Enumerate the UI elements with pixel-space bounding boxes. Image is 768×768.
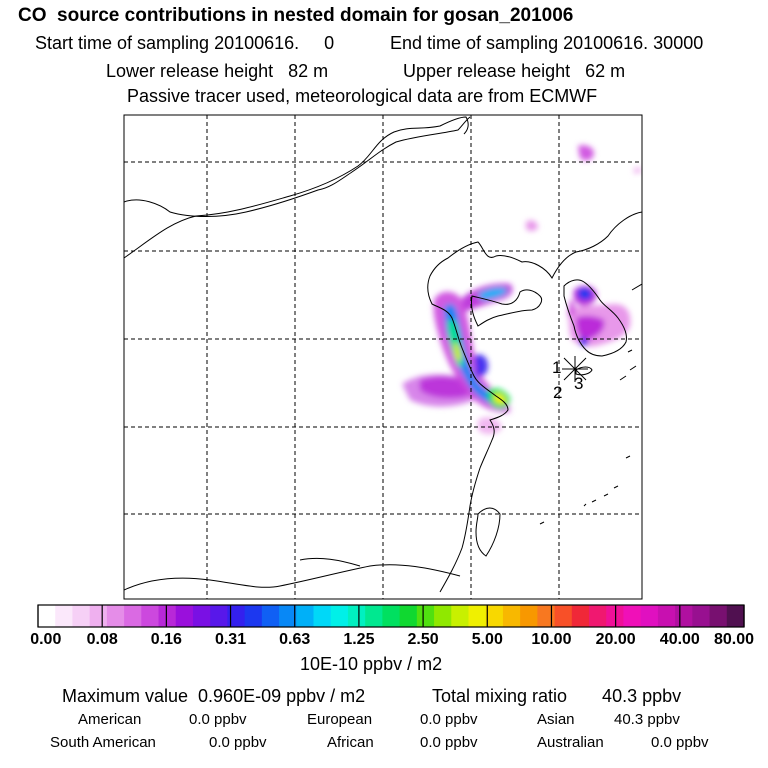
colorbar-cell (520, 605, 538, 627)
colorbar-cell (124, 605, 142, 627)
plume-west-core (420, 376, 470, 398)
colorbar-cell (382, 605, 401, 627)
region-value-african: 0.0 ppbv (420, 734, 478, 751)
colorbar-cell (537, 605, 556, 627)
colorbar-tick-label: 20.00 (595, 631, 636, 648)
colorbar-cell (571, 605, 590, 627)
colorbar-tick-label: 10.00 (531, 631, 572, 648)
colorbar-cell (657, 605, 676, 627)
colorbar-cell (726, 605, 745, 627)
colorbar-cell (485, 605, 504, 627)
region-value-american: 0.0 ppbv (189, 711, 247, 728)
colorbar-ticks (37, 605, 745, 627)
plume-korea-thin (568, 299, 575, 316)
colorbar-cell (589, 605, 607, 627)
station-label-1: 1 (552, 358, 561, 377)
colorbar-tick-label: 0.16 (150, 631, 182, 648)
region-name-american: American (78, 711, 142, 728)
region-value-australian: 0.0 ppbv (651, 734, 709, 751)
colorbar-cell (434, 605, 452, 627)
tracer-note: Passive tracer used, meteorological data… (127, 86, 598, 106)
start-time-label: Start time of sampling 20100616. 0 (35, 33, 335, 53)
colorbar-cell (623, 605, 642, 627)
colorbar-cell (502, 605, 521, 627)
plume-south-patch (478, 417, 502, 435)
plume-korea-north-core (578, 288, 592, 300)
map-frame (123, 114, 643, 600)
colorbar-cell (313, 605, 332, 627)
colorbar-cell (210, 605, 229, 627)
plume-korea-core (576, 315, 605, 340)
lower-release-label: Lower release height 82 m (106, 61, 329, 81)
plume-bohai-arm-core (478, 287, 508, 300)
colorbar-tick-label: 40.00 (659, 631, 700, 648)
colorbar-cell (158, 605, 177, 627)
colorbar-cell (468, 605, 487, 627)
region-value-asian: 40.3 ppbv (614, 711, 680, 728)
grid-lines (124, 115, 642, 599)
plume-coast-peak (454, 342, 462, 360)
colorbar-units: 10E-10 ppbv / m2 (300, 654, 443, 674)
colorbar-cell (675, 605, 693, 627)
colorbar-cell (296, 605, 315, 627)
plume-coast-inner (444, 303, 500, 406)
region-name-european: European (307, 711, 373, 728)
plume-shandong (474, 354, 488, 377)
station-label-2: 2 (553, 383, 562, 402)
colorbar-cell (192, 605, 211, 627)
colorbar-cell (106, 605, 125, 627)
colorbar-cell (72, 605, 91, 627)
colorbar-cell (365, 605, 383, 627)
end-time-label: End time of sampling 20100616. 30000 (390, 33, 704, 53)
colorbar-tick-label: 0.63 (279, 631, 311, 648)
region-name-australian: Australian (537, 734, 604, 751)
colorbar-tick-label: 1.25 (343, 631, 375, 648)
colorbar-cell (692, 605, 711, 627)
colorbar-cell (330, 605, 349, 627)
plume-far-ne-patch (634, 167, 642, 174)
colorbar-cell (279, 605, 297, 627)
region-name-african: African (327, 734, 374, 751)
plume-manchuria-patch (578, 145, 594, 161)
region-value-south-american: 0.0 ppbv (209, 734, 267, 751)
colorbar-cell (640, 605, 659, 627)
colorbar-cell (89, 605, 108, 627)
total-mixing-label: Total mixing ratio 40.3 ppbv (432, 686, 682, 706)
colorbar-cell (451, 605, 470, 627)
colorbar (38, 605, 745, 627)
colorbar-cell (55, 605, 74, 627)
station-marker (562, 356, 588, 382)
colorbar-tick-label: 0.31 (214, 631, 247, 648)
coastlines (124, 116, 642, 593)
colorbar-cell (399, 605, 418, 627)
region-name-south-american: South American (50, 734, 156, 751)
concentration-field (124, 115, 642, 599)
colorbar-tick-label: 0.00 (30, 631, 62, 648)
upper-release-label: Upper release height 62 m (403, 61, 626, 81)
region-value-european: 0.0 ppbv (420, 711, 478, 728)
colorbar-cell (244, 605, 263, 627)
colorbar-cell (416, 605, 435, 627)
colorbar-cell (38, 605, 56, 627)
colorbar-tick-label: 5.00 (471, 631, 503, 648)
colorbar-cell (227, 605, 246, 627)
colorbar-cell (554, 605, 573, 627)
colorbar-cell (261, 605, 280, 627)
plume-north-patch (526, 220, 538, 231)
colorbar-tick-label: 0.08 (86, 631, 118, 648)
colorbar-cell (709, 605, 728, 627)
region-name-asian: Asian (537, 711, 575, 728)
station-label-3: 3 (574, 374, 583, 393)
colorbar-cell (347, 605, 366, 627)
max-value-label: Maximum value 0.960E-09 ppbv / m2 (62, 686, 366, 706)
plot-title: CO source contributions in nested domain… (18, 5, 574, 26)
colorbar-tick-label: 2.50 (407, 631, 439, 648)
colorbar-tick-label: 80.00 (713, 631, 755, 648)
colorbar-cell (141, 605, 160, 627)
colorbar-cell (175, 605, 194, 627)
